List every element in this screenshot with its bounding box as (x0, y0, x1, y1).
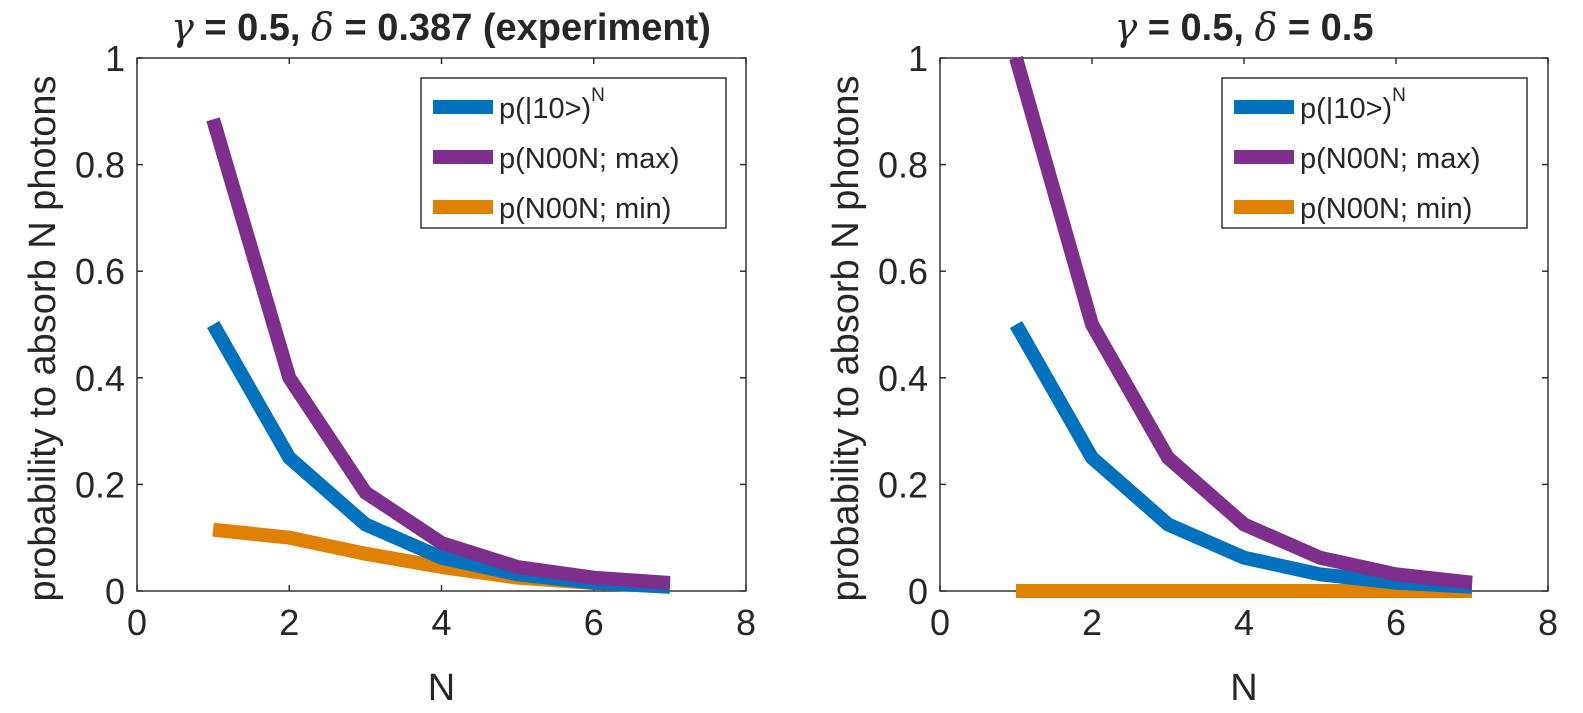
y-tick-label: 1 (908, 38, 928, 79)
series-line-2 (1009, 56, 1473, 590)
title-delta-val: = 0.387 (experiment) (334, 7, 711, 49)
y-axis-label: probability to absorb N photons (825, 76, 867, 602)
series-line-2 (206, 117, 671, 590)
legend: p(|10>)Np(N00N; max)p(N00N; min) (1221, 77, 1528, 229)
x-tick-label: 8 (1538, 602, 1558, 643)
x-tick-label: 8 (736, 602, 756, 643)
x-tick-label: 2 (1082, 602, 1102, 643)
title-gamma-val: = 0.5, (1137, 7, 1254, 49)
legend-entry-1: p(|10>)N (499, 85, 605, 125)
x-tick-label: 4 (431, 602, 451, 643)
x-tick-label: 0 (127, 602, 147, 643)
x-tick-label: 6 (1386, 602, 1406, 643)
legend-entry-3: p(N00N; min) (1300, 193, 1472, 225)
x-tick-label: 6 (584, 602, 604, 643)
legend-superscript: N (1392, 85, 1406, 106)
x-tick-label: 0 (930, 602, 950, 643)
legend-label: p(N00N; min) (499, 193, 671, 225)
legend-entry-1: p(|10>)N (1300, 85, 1406, 125)
y-tick-label: 0.2 (878, 464, 928, 505)
legend-label: p(|10>) (499, 93, 591, 125)
title-delta-val: = 0.5 (1277, 7, 1373, 49)
chart-title: γ = 0.5, δ = 0.387 (experiment) (171, 5, 711, 49)
y-tick-label: 0.8 (75, 145, 125, 186)
legend-superscript: N (591, 85, 605, 106)
chart-title: γ = 0.5, δ = 0.5 (1115, 5, 1374, 49)
legend-entry-2: p(N00N; max) (1300, 143, 1481, 175)
y-tick-label: 0.6 (75, 251, 125, 292)
y-tick-label: 0 (105, 571, 125, 612)
legend-label: p(N00N; max) (499, 143, 680, 175)
legend: p(|10>)Np(N00N; max)p(N00N; min) (420, 77, 727, 229)
y-tick-label: 0.6 (878, 251, 928, 292)
y-tick-label: 0.2 (75, 464, 125, 505)
y-tick-label: 0.4 (878, 358, 928, 399)
y-tick-label: 0.8 (878, 145, 928, 186)
series-line-1 (1009, 321, 1473, 594)
legend-label: p(N00N; min) (1300, 193, 1472, 225)
title-delta-sym: δ (1254, 5, 1277, 49)
y-axis-label: probability to absorb N photons (22, 76, 64, 602)
title-delta-sym: δ (311, 5, 334, 49)
x-tick-label: 4 (1234, 602, 1254, 643)
title-gamma-sym: γ (1115, 5, 1138, 49)
legend-label: p(|10>) (1300, 93, 1392, 125)
x-axis-label: N (428, 667, 455, 709)
legend-label: p(N00N; max) (1300, 143, 1481, 175)
x-tick-label: 2 (279, 602, 299, 643)
y-tick-label: 1 (105, 38, 125, 79)
title-gamma-sym: γ (171, 5, 194, 49)
y-tick-label: 0.4 (75, 358, 125, 399)
x-axis-label: N (1230, 667, 1257, 709)
legend-entry-2: p(N00N; max) (499, 143, 680, 175)
title-gamma-val: = 0.5, (194, 7, 311, 49)
y-tick-label: 0 (908, 571, 928, 612)
legend-entry-3: p(N00N; min) (499, 193, 671, 225)
